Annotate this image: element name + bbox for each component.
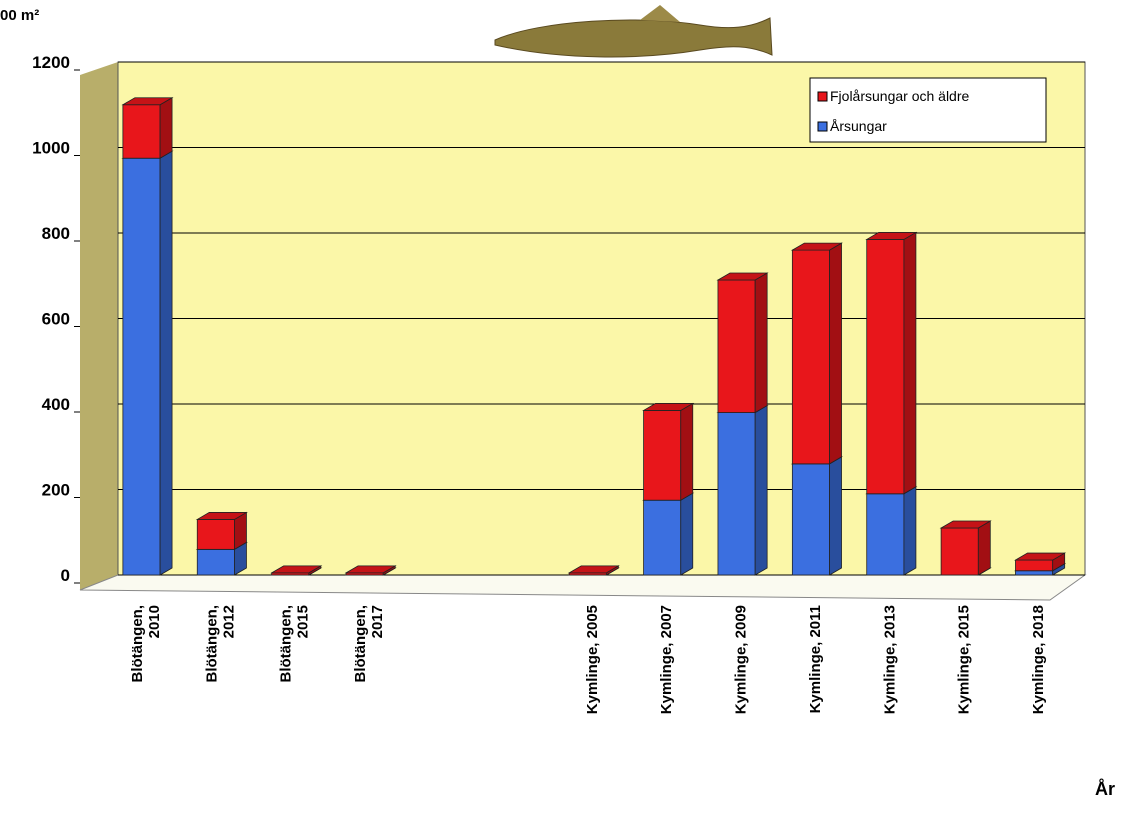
y-tick-label: 1200 [32, 53, 70, 72]
floor [79, 574, 1087, 601]
bar-top [344, 565, 397, 574]
x-axis-label: År [1095, 779, 1115, 799]
bar [642, 492, 695, 576]
bar-front [717, 279, 756, 413]
bar-top [939, 520, 992, 529]
bar-front [791, 249, 830, 465]
bar-front [122, 104, 161, 159]
x-tick-label: Kymlinge, 2013 [881, 605, 898, 714]
y-axis-label: 00 m² [0, 7, 39, 24]
bar-side [977, 520, 991, 576]
bar-front [1015, 570, 1054, 576]
bar-side [903, 486, 917, 576]
bar-front [940, 527, 979, 576]
y-tick-label: 0 [61, 566, 70, 585]
bar [344, 565, 397, 576]
y-tick-label: 400 [42, 395, 70, 414]
bar-side [680, 492, 694, 576]
bar [270, 565, 323, 576]
legend-label: Fjolårsungar och äldre [830, 88, 970, 104]
bar-side [754, 272, 768, 414]
bar [865, 231, 918, 495]
x-tick-label: Blötängen,2010 [129, 605, 163, 683]
x-tick-label-line: Blötängen, [278, 605, 295, 683]
bar-side [680, 402, 694, 501]
bar-top [1014, 552, 1067, 561]
bar-side [159, 150, 173, 576]
bar [939, 520, 992, 576]
bar [642, 402, 695, 501]
bar [790, 456, 844, 576]
bar-front [866, 239, 905, 495]
side-wall [80, 62, 118, 590]
bar-top [270, 565, 323, 574]
x-tick-label-line: 2015 [295, 605, 312, 638]
bar-side [903, 231, 917, 495]
bar [121, 97, 174, 159]
y-tick-label: 800 [42, 224, 70, 243]
bar-front [196, 519, 235, 550]
bar-side [829, 242, 842, 465]
legend-swatch [817, 121, 828, 132]
bar [1014, 552, 1067, 572]
bar-side [829, 456, 842, 576]
bar-top [865, 232, 918, 240]
x-tick-label-line: Blötängen, [129, 605, 146, 683]
bar-front [196, 548, 235, 576]
x-tick-label: Kymlinge, 2018 [1030, 605, 1047, 714]
legend [809, 77, 1047, 143]
bar [121, 150, 174, 576]
legend-label: Årsungar [830, 118, 887, 134]
x-tick-label-line: Blötängen, [203, 605, 220, 683]
y-tick-label: 1000 [32, 139, 70, 158]
bar-top [642, 403, 695, 411]
x-tick-label: Kymlinge, 2005 [584, 605, 601, 714]
x-tick-label-line: 2017 [369, 605, 386, 638]
x-tick-label: Blötängen,2017 [352, 605, 386, 683]
legend-swatch [817, 91, 828, 102]
bar-top [790, 242, 844, 251]
x-tick-label: Blötängen,2015 [278, 605, 312, 683]
bar-side [159, 97, 173, 159]
x-tick-label: Blötängen,2012 [203, 605, 237, 683]
bar-front [1015, 559, 1054, 572]
bar-front [791, 463, 830, 576]
bar-top [567, 565, 620, 574]
bar-side [754, 404, 768, 576]
bar-top [716, 272, 769, 281]
y-tick-label: 200 [42, 481, 70, 500]
bar-top [121, 97, 174, 106]
x-tick-label: Kymlinge, 2011 [807, 605, 824, 713]
fish [494, 5, 773, 58]
x-tick-label: Kymlinge, 2009 [733, 605, 750, 714]
bar [716, 272, 769, 414]
bar-front [643, 499, 682, 576]
bar [195, 511, 248, 551]
y-tick-label: 600 [42, 310, 70, 329]
x-tick-label-line: Blötängen, [352, 605, 369, 683]
bar-front [717, 412, 756, 576]
x-tick-label: Kymlinge, 2007 [658, 605, 675, 714]
bar-front [866, 493, 905, 576]
x-tick-label-line: 2010 [146, 605, 163, 638]
bar [716, 404, 769, 576]
bar [790, 242, 844, 465]
bar-top [195, 512, 248, 520]
bar-front [122, 157, 161, 576]
bar [865, 486, 918, 576]
x-tick-label: Kymlinge, 2015 [956, 605, 973, 714]
x-tick-label-line: 2012 [220, 605, 237, 638]
bar-front [643, 410, 682, 501]
bar [567, 565, 620, 576]
